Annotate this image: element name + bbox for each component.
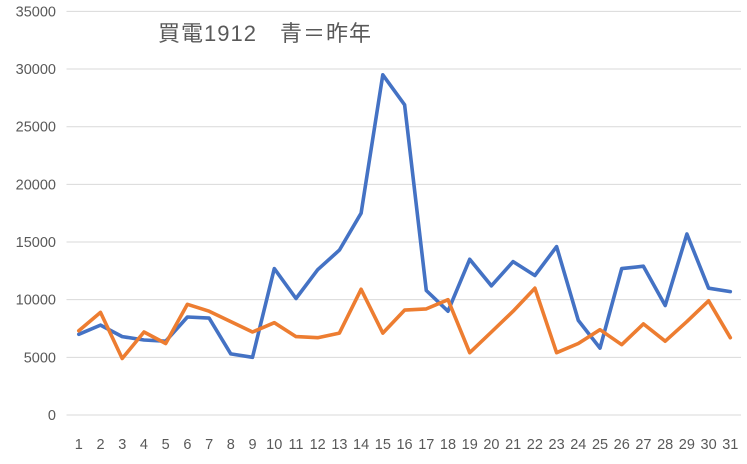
x-axis-tick-label: 1 xyxy=(75,437,83,453)
y-axis-tick-label: 0 xyxy=(48,408,56,424)
y-axis-tick-label: 25000 xyxy=(16,120,56,136)
y-axis-tick-label: 10000 xyxy=(16,293,56,309)
y-axis-tick-label: 35000 xyxy=(16,4,56,20)
x-axis-tick-label: 22 xyxy=(527,437,543,453)
x-axis-tick-label: 30 xyxy=(701,437,717,453)
x-axis-tick-label: 12 xyxy=(310,437,326,453)
y-axis-tick-label: 20000 xyxy=(16,177,56,193)
x-axis-tick-label: 24 xyxy=(570,437,586,453)
x-axis-tick-label: 14 xyxy=(353,437,369,453)
x-axis-tick-label: 19 xyxy=(462,437,478,453)
x-axis-tick-label: 26 xyxy=(614,437,630,453)
series-line-orange xyxy=(77,286,733,361)
chart-title: 買電1912 青＝昨年 xyxy=(158,21,372,46)
y-axis-tick-label: 5000 xyxy=(24,350,56,366)
x-axis-tick-label: 27 xyxy=(635,437,651,453)
x-axis-tick-label: 18 xyxy=(440,437,456,453)
x-axis-tick-label: 4 xyxy=(140,437,148,453)
x-axis-tick-label: 15 xyxy=(375,437,391,453)
x-axis-tick-label: 25 xyxy=(592,437,608,453)
x-axis-tick-label: 28 xyxy=(657,437,673,453)
y-axis-tick-label: 30000 xyxy=(16,62,56,78)
x-axis-tick-label: 6 xyxy=(183,437,191,453)
x-axis-tick-label: 7 xyxy=(205,437,213,453)
x-axis-tick-label: 5 xyxy=(162,437,170,453)
x-axis-tick-label: 10 xyxy=(266,437,282,453)
x-axis-tick-label: 8 xyxy=(227,437,235,453)
x-axis-tick-label: 9 xyxy=(248,437,256,453)
x-axis-tick-label: 2 xyxy=(96,437,104,453)
y-axis-tick-label: 15000 xyxy=(16,235,56,251)
series-line-blue xyxy=(77,73,733,360)
x-axis-tick-label: 21 xyxy=(505,437,521,453)
x-axis-tick-label: 23 xyxy=(549,437,565,453)
x-axis-tick-label: 20 xyxy=(483,437,499,453)
x-axis-tick-label: 13 xyxy=(331,437,347,453)
x-axis-tick-label: 16 xyxy=(396,437,412,453)
x-axis-tick-label: 29 xyxy=(679,437,695,453)
x-axis-tick-label: 17 xyxy=(418,437,434,453)
x-axis-tick-label: 3 xyxy=(118,437,126,453)
x-axis-tick-label: 31 xyxy=(722,437,738,453)
x-axis-tick-label: 11 xyxy=(288,437,303,453)
